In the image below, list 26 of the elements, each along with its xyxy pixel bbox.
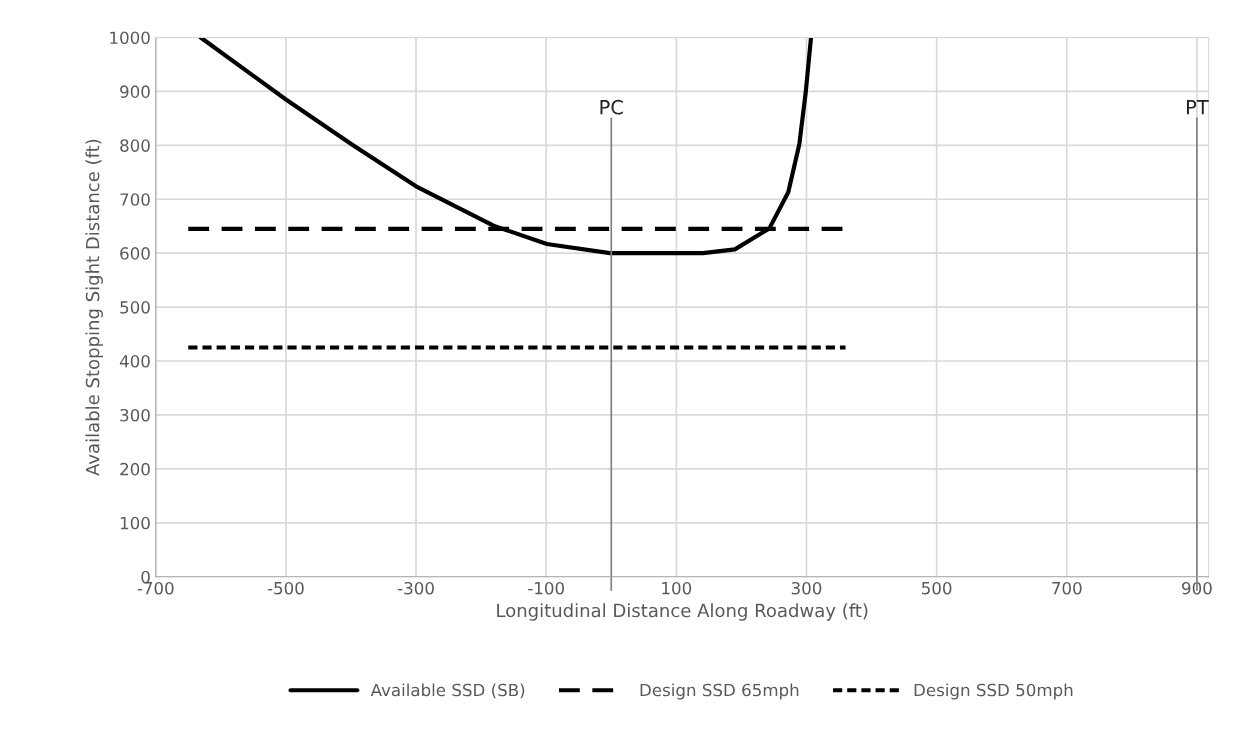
legend-label: Design SSD 50mph <box>914 683 1073 700</box>
y-tick-label: 600 <box>120 247 150 260</box>
y-tick-label: 800 <box>120 139 150 152</box>
y-tick-label: 700 <box>120 193 150 206</box>
x-tick-label: 700 <box>1052 581 1082 595</box>
y-axis-title: Available Stopping Sight Distance (ft) <box>85 139 103 476</box>
x-tick-label: -100 <box>528 581 564 595</box>
x-tick-label: 900 <box>1182 581 1212 595</box>
x-tick-label: -300 <box>397 581 434 595</box>
ref-line-label: PC <box>600 99 623 115</box>
x-axis-title: Longitudinal Distance Along Roadway (ft) <box>497 603 868 621</box>
x-tick-label: -700 <box>137 581 174 595</box>
legend-label: Design SSD 65mph <box>640 683 799 700</box>
legend-label: Available SSD (SB) <box>370 683 525 699</box>
y-tick-label: 500 <box>120 301 150 314</box>
y-tick-label: 200 <box>120 462 150 476</box>
x-tick-label: 300 <box>791 581 822 595</box>
y-tick-label: 1000 <box>110 31 150 45</box>
x-tick-label: 100 <box>662 581 692 595</box>
x-tick-label: -500 <box>267 581 304 595</box>
y-tick-label: 100 <box>120 516 150 530</box>
ref-line-label: PT <box>1187 100 1209 115</box>
x-tick-label: 500 <box>922 581 952 595</box>
y-tick-label: 400 <box>119 354 150 368</box>
y-tick-label: 300 <box>120 408 150 422</box>
y-tick-label: 900 <box>120 85 150 98</box>
